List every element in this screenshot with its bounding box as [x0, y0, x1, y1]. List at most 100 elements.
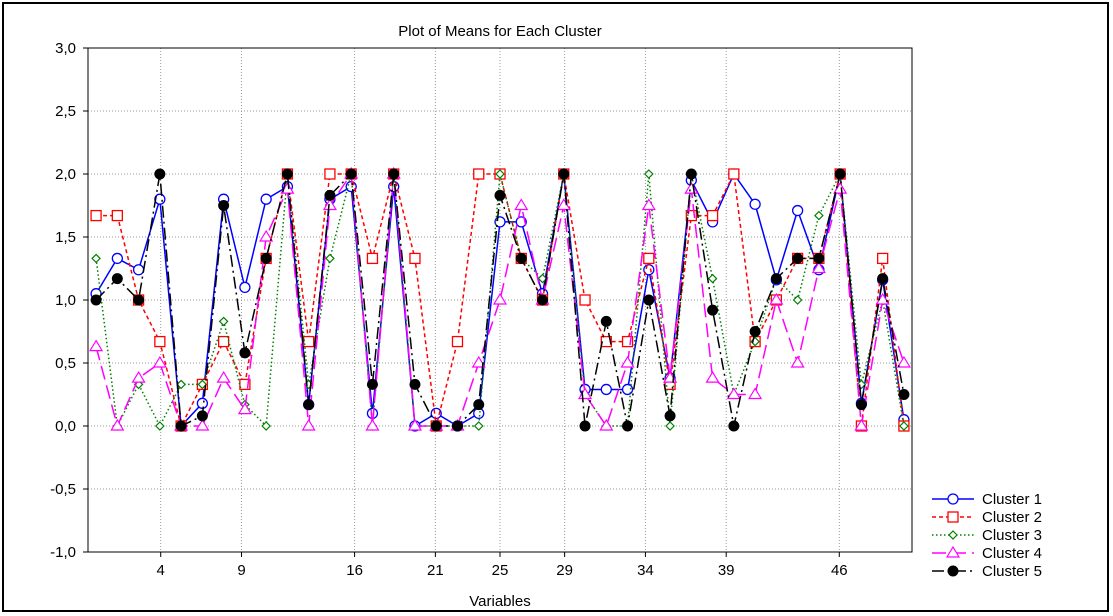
- y-tick-label: 2,5: [55, 103, 76, 120]
- data-point: [600, 383, 612, 396]
- data-point: [239, 281, 251, 294]
- data-point: [814, 210, 824, 221]
- series-layer: [89, 166, 911, 432]
- data-point: [665, 421, 675, 431]
- axes: -1,0 -0,5 0,0 0,5 1,0 1,5 2,0 2,5 3,0 4 9 16 21 25 29 3…: [50, 40, 847, 579]
- data-point: [877, 273, 889, 285]
- data-point: [451, 335, 464, 348]
- x-tick-label: 39: [718, 562, 735, 579]
- data-point: [749, 198, 761, 210]
- data-point: [834, 168, 846, 180]
- data-point: [260, 193, 272, 205]
- y-tick-label: 1,0: [55, 292, 76, 309]
- data-point: [111, 252, 123, 265]
- data-point: [705, 370, 720, 383]
- legend-item: Cluster 4: [932, 545, 1042, 562]
- data-point: [790, 355, 805, 368]
- data-point: [643, 294, 655, 306]
- data-point: [855, 399, 867, 411]
- y-tick-label: 0,0: [55, 418, 76, 435]
- data-point: [621, 335, 634, 348]
- data-point: [132, 264, 145, 276]
- data-point: [728, 168, 740, 180]
- y-tick-label: 3,0: [55, 40, 76, 57]
- data-point: [345, 168, 357, 180]
- data-point: [707, 273, 718, 284]
- data-point: [770, 273, 782, 285]
- data-point: [473, 421, 484, 431]
- legend-label: Cluster 5: [982, 563, 1042, 580]
- data-point: [430, 420, 442, 432]
- legend-swatch-marker: [948, 530, 958, 540]
- data-point: [622, 420, 634, 432]
- data-point: [217, 335, 230, 348]
- data-point: [537, 294, 549, 306]
- series-line: [95, 171, 905, 429]
- x-tick-label: 25: [492, 562, 509, 579]
- data-point: [685, 168, 697, 180]
- data-point: [769, 292, 784, 305]
- data-point: [154, 168, 166, 180]
- data-point: [111, 273, 123, 285]
- data-point: [599, 418, 614, 431]
- data-point: [111, 209, 123, 222]
- data-point: [854, 418, 869, 431]
- data-point: [197, 379, 208, 390]
- data-point: [259, 229, 274, 242]
- data-point: [748, 387, 763, 400]
- data-point: [196, 397, 209, 409]
- data-point: [728, 420, 740, 432]
- data-point: [388, 168, 400, 180]
- data-point: [322, 198, 337, 211]
- data-point: [664, 410, 676, 422]
- data-point: [110, 418, 125, 431]
- legend-label: Cluster 2: [982, 509, 1042, 526]
- legend-item: Cluster 3: [932, 527, 1042, 544]
- data-point: [492, 292, 508, 305]
- x-tick-label: 16: [346, 562, 363, 579]
- legend-swatch-marker: [947, 565, 959, 577]
- data-point: [896, 355, 911, 368]
- data-point: [261, 421, 271, 431]
- data-point: [537, 273, 548, 284]
- data-point: [515, 252, 527, 264]
- data-point: [792, 252, 804, 264]
- series-line: [95, 171, 905, 429]
- data-point: [131, 370, 146, 383]
- data-point: [471, 355, 486, 368]
- x-axis-label: Variables: [469, 593, 530, 610]
- legend-item: Cluster 1: [932, 491, 1042, 508]
- x-tick-label: 34: [637, 562, 654, 579]
- data-point: [558, 168, 570, 180]
- data-point: [643, 252, 655, 265]
- data-point: [239, 378, 251, 391]
- data-point: [154, 335, 166, 348]
- data-point: [91, 253, 101, 264]
- y-tick-label: -1,0: [50, 544, 76, 561]
- data-point: [579, 294, 591, 306]
- data-point: [600, 335, 612, 348]
- data-point: [365, 418, 380, 431]
- data-point: [366, 252, 379, 265]
- data-point: [451, 420, 463, 432]
- legend-label: Cluster 4: [982, 545, 1042, 562]
- data-point: [90, 294, 102, 306]
- data-point: [324, 189, 336, 201]
- data-point: [133, 294, 145, 306]
- data-point: [473, 168, 485, 180]
- data-point: [218, 316, 229, 327]
- data-point: [366, 378, 378, 390]
- y-tick-label: -0,5: [50, 481, 76, 498]
- data-point: [643, 169, 654, 179]
- series-cluster-5: [90, 168, 910, 432]
- data-point: [514, 198, 529, 211]
- data-point: [813, 252, 825, 264]
- data-point: [706, 209, 719, 222]
- data-point: [366, 407, 379, 420]
- chart-title: Plot of Means for Each Cluster: [398, 23, 601, 40]
- data-point: [833, 181, 848, 194]
- data-point: [791, 204, 804, 217]
- data-point: [175, 420, 187, 432]
